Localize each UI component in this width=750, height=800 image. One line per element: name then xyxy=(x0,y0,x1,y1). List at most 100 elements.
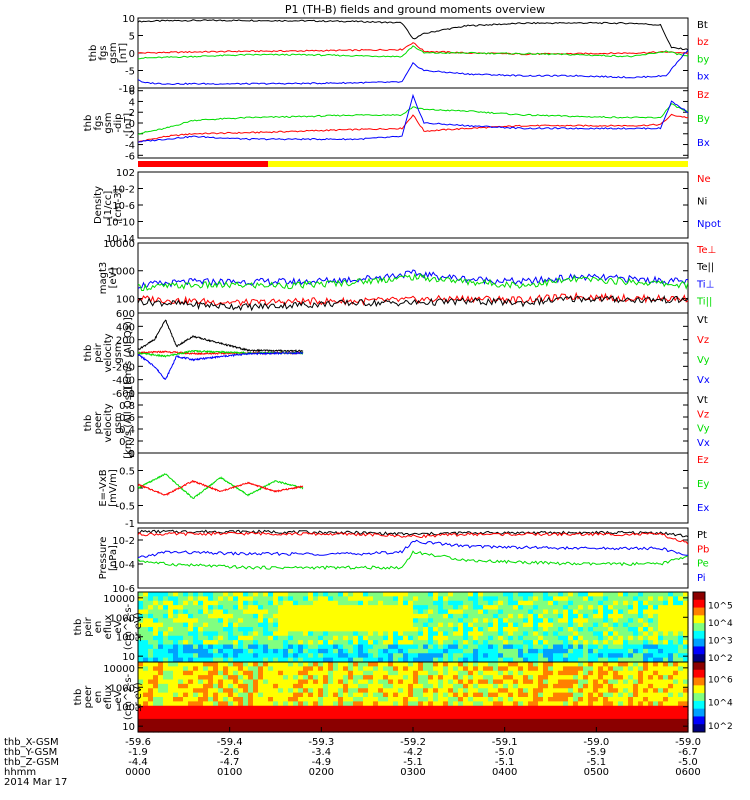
heatmap-cell xyxy=(228,631,234,637)
heatmap-cell xyxy=(498,644,504,650)
heatmap-cell xyxy=(538,692,544,698)
heatmap-cell xyxy=(453,705,459,711)
heatmap-cell xyxy=(163,662,169,667)
heatmap-cell xyxy=(673,692,679,698)
series-line-by xyxy=(138,45,688,60)
heatmap-cell xyxy=(243,718,249,724)
legend-label: Vx xyxy=(697,438,710,449)
heatmap-cell xyxy=(573,627,579,632)
heatmap-cell xyxy=(328,718,334,724)
heatmap-cell xyxy=(458,723,464,729)
heatmap-cell xyxy=(508,600,514,606)
heatmap-cell xyxy=(438,662,444,667)
heatmap-cell xyxy=(288,600,294,606)
heatmap-cell xyxy=(453,627,459,632)
heatmap-cell xyxy=(398,657,404,663)
heatmap-cell xyxy=(138,605,144,611)
heatmap-cell xyxy=(168,657,174,663)
heatmap-cell xyxy=(528,653,534,659)
heatmap-cell xyxy=(238,605,244,611)
heatmap-cell xyxy=(598,613,604,619)
heatmap-cell xyxy=(663,701,669,707)
heatmap-cell xyxy=(268,644,274,650)
heatmap-cell xyxy=(158,618,164,624)
heatmap-cell xyxy=(468,640,474,646)
heatmap-cell xyxy=(228,666,234,672)
heatmap-cell xyxy=(478,657,484,663)
heatmap-cell xyxy=(648,613,654,619)
heatmap-cell xyxy=(498,679,504,685)
heatmap-cell xyxy=(633,635,639,641)
heatmap-cell xyxy=(138,701,144,707)
y-tick-label: 0 xyxy=(129,484,135,495)
heatmap-cell xyxy=(683,640,689,646)
y-tick-label: 10-4 xyxy=(112,560,135,571)
heatmap-cell xyxy=(643,692,649,698)
heatmap-cell xyxy=(158,653,164,659)
heatmap-cell xyxy=(433,718,439,724)
heatmap-cell xyxy=(178,692,184,698)
heatmap-cell xyxy=(663,600,669,606)
heatmap-cell xyxy=(363,683,369,689)
heatmap-cell xyxy=(418,710,424,716)
heatmap-cell xyxy=(553,592,559,597)
y-tick-label: 10000 xyxy=(103,594,135,605)
heatmap-cell xyxy=(173,701,179,707)
heatmap-cell xyxy=(468,675,474,681)
heatmap-cell xyxy=(393,605,399,611)
heatmap-cell xyxy=(413,670,419,676)
heatmap-cell xyxy=(518,727,524,733)
heatmap-cell xyxy=(653,609,659,615)
heatmap-cell xyxy=(508,688,514,694)
heatmap-cell xyxy=(323,692,329,698)
heatmap-cell xyxy=(503,705,509,711)
heatmap-cell xyxy=(218,718,224,724)
heatmap-cell xyxy=(273,727,279,733)
heatmap-cell xyxy=(208,705,214,711)
heatmap-cell xyxy=(488,666,494,672)
heatmap-cell xyxy=(333,618,339,624)
heatmap-cell xyxy=(318,657,324,663)
heatmap-cell xyxy=(168,727,174,733)
heatmap-cell xyxy=(433,675,439,681)
heatmap-cell xyxy=(428,679,434,685)
heatmap-cell xyxy=(508,657,514,663)
heatmap-cell xyxy=(393,714,399,720)
heatmap-cell xyxy=(363,710,369,716)
heatmap-cell xyxy=(428,631,434,637)
heatmap-cell xyxy=(658,710,664,716)
heatmap-cell xyxy=(138,648,144,654)
heatmap-cell xyxy=(148,683,154,689)
heatmap-cell xyxy=(588,727,594,733)
heatmap-cell xyxy=(353,705,359,711)
heatmap-cell xyxy=(613,605,619,611)
heatmap-cell xyxy=(503,613,509,619)
heatmap-cell xyxy=(208,618,214,624)
heatmap-cell xyxy=(153,662,159,667)
heatmap-cell xyxy=(483,723,489,729)
x-axis-value: -4.2 xyxy=(403,747,423,758)
heatmap-cell xyxy=(503,618,509,624)
heatmap-cell xyxy=(308,605,314,611)
y-tick-label: 0 xyxy=(129,119,135,130)
heatmap-cell xyxy=(288,701,294,707)
heatmap-cell xyxy=(518,692,524,698)
heatmap-cell xyxy=(658,600,664,606)
heatmap-cell xyxy=(288,670,294,676)
y-tick-label: 400 xyxy=(116,322,135,333)
heatmap-cell xyxy=(318,714,324,720)
heatmap-cell xyxy=(538,592,544,597)
heatmap-cell xyxy=(383,648,389,654)
heatmap-cell xyxy=(178,600,184,606)
heatmap-cell xyxy=(138,666,144,672)
heatmap-cell xyxy=(493,644,499,650)
heatmap-cell xyxy=(523,718,529,724)
heatmap-cell xyxy=(533,679,539,685)
heatmap-cell xyxy=(213,692,219,698)
heatmap-cell xyxy=(468,679,474,685)
heatmap-cell xyxy=(403,670,409,676)
heatmap-cell xyxy=(383,727,389,733)
heatmap-cell xyxy=(338,692,344,698)
heatmap-cell xyxy=(453,609,459,615)
heatmap-cell xyxy=(368,631,374,637)
